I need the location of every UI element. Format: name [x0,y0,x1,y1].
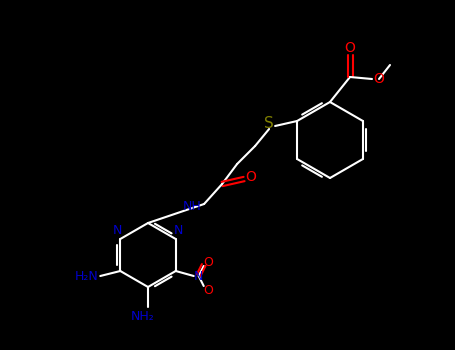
Text: O: O [203,284,212,296]
Text: N: N [174,224,183,238]
Text: NH: NH [183,201,202,214]
Text: O: O [374,72,384,86]
Text: N: N [194,270,203,282]
Text: S: S [264,116,274,131]
Text: O: O [344,41,355,55]
Text: NH₂: NH₂ [131,310,155,323]
Text: N: N [112,224,122,238]
Text: H₂N: H₂N [75,270,98,282]
Text: O: O [203,256,212,268]
Text: O: O [246,170,257,184]
